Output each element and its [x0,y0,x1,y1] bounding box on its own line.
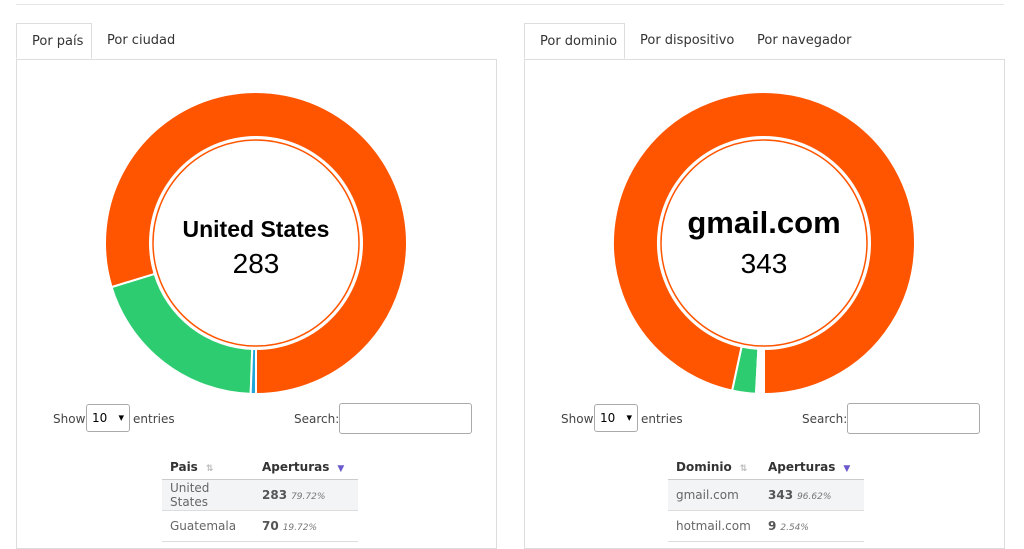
table-row: hotmail.com 9 2.54% [668,510,864,542]
donut-slice [104,91,408,396]
cell-name: gmail.com [668,479,760,511]
center-value: 283 [233,248,280,279]
cell-name: hotmail.com [668,510,760,542]
sort-icon: ⇅ [739,464,748,474]
cell-count: 9 2.54% [760,510,864,542]
cell-count: 70 19.72% [254,510,358,542]
percent: 19.72% [282,523,318,533]
data-table: Pais ⇅ Aperturas ▼ United States 283 79.72% Gua… [162,455,358,542]
sort-icon: ▼ [337,464,345,474]
center-label: United States [183,216,330,242]
count: 9 [768,519,777,533]
donut-chart: gmail.com 343 [612,91,916,396]
header-text: Aperturas [262,460,330,474]
search-input[interactable] [847,403,980,434]
tab[interactable]: Por ciudad [107,33,176,48]
percent: 96.62% [797,492,832,502]
divider [16,4,1004,5]
count: 70 [262,519,279,533]
cell-name: United States [162,479,254,511]
header-text: Aperturas [768,460,836,474]
sort-icon: ▼ [843,464,851,474]
donut-slice [612,91,916,396]
inner-ring [660,139,868,347]
header-row: Pais ⇅ Aperturas ▼ [162,455,358,480]
entries-label: entries [641,412,683,426]
show-label: Show [561,412,594,426]
tab[interactable]: Por país [16,23,92,59]
percent: 2.54% [780,523,809,533]
header-text: Pais [170,460,198,474]
center-label: gmail.com [687,205,840,240]
search-input[interactable] [339,403,472,434]
show-label: Show [53,412,86,426]
cell-count: 343 96.62% [760,479,864,511]
tab[interactable]: Por dominio [524,23,625,59]
cell-count: 283 79.72% [254,479,358,511]
count: 283 [262,488,288,502]
length-select[interactable]: 10 [86,404,130,432]
search-label: Search: [294,412,340,426]
search-label: Search: [802,412,848,426]
column-header[interactable]: Dominio ⇅ [668,455,760,480]
table-row: Guatemala 70 19.72% [162,510,358,542]
sort-icon: ⇅ [205,464,214,474]
column-header[interactable]: Pais ⇅ [162,455,254,480]
count: 343 [768,488,794,502]
donut-slice [249,347,257,396]
length-select[interactable]: 10 [594,404,638,432]
column-header[interactable]: Aperturas ▼ [254,455,358,480]
data-table: Dominio ⇅ Aperturas ▼ gmail.com 343 96.62% hotm… [668,455,864,542]
cell-name: Guatemala [162,510,254,542]
header-text: Dominio [676,460,732,474]
tab[interactable]: Por dispositivo [640,33,735,48]
table-row: gmail.com 343 96.62% [668,479,864,511]
donut-slice [760,347,765,396]
inner-ring [152,139,360,347]
column-header[interactable]: Aperturas ▼ [760,455,864,480]
donut-chart: United States 283 [104,91,408,396]
center-value: 343 [741,248,788,279]
tab[interactable]: Por navegador [757,33,852,48]
table-row: United States 283 79.72% [162,479,358,511]
percent: 79.72% [291,492,326,502]
entries-label: entries [133,412,175,426]
header-row: Dominio ⇅ Aperturas ▼ [668,455,864,480]
